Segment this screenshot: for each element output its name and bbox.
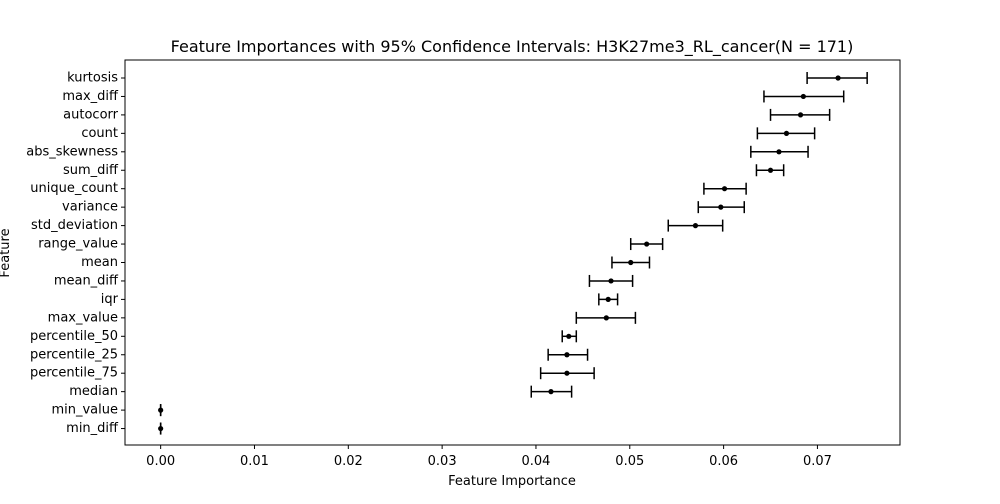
x-axis-label: Feature Importance <box>448 474 576 489</box>
point-marker <box>692 223 699 229</box>
x-tick-label: 0.04 <box>521 454 550 469</box>
point-marker <box>800 93 806 100</box>
error-bar-count <box>756 127 816 140</box>
y-tick-label: percentile_50 <box>30 329 118 344</box>
error-bar-std-deviation <box>667 219 724 232</box>
y-tick-label: variance <box>62 200 118 215</box>
point-marker <box>566 333 572 339</box>
error-bar-sum-diff <box>755 164 785 177</box>
error-bar-mean <box>611 256 651 269</box>
error-bar-min-diff <box>158 422 164 435</box>
plot-frame <box>124 59 901 446</box>
error-bar-max-value <box>575 311 637 324</box>
error-bar-mean-diff <box>588 274 634 287</box>
y-tick-label: median <box>69 384 118 399</box>
error-bar-min-value <box>158 404 164 417</box>
x-tick-label: 0.06 <box>709 454 738 469</box>
x-tick-label: 0.03 <box>428 454 457 469</box>
x-tick-label: 0.05 <box>615 454 644 469</box>
y-tick-label: kurtosis <box>67 71 118 86</box>
error-bar-series <box>158 72 868 435</box>
x-tick-label: 0.02 <box>334 454 363 469</box>
y-tick-label: count <box>81 126 118 141</box>
error-bar-kurtosis <box>806 72 868 84</box>
point-marker <box>548 389 554 395</box>
y-tick-label: min_diff <box>66 421 119 436</box>
error-bar-range-value <box>629 238 664 251</box>
y-tick-label: min_value <box>51 403 118 418</box>
point-marker <box>718 204 724 210</box>
point-marker <box>776 149 782 155</box>
y-tick-label: iqr <box>101 292 119 307</box>
y-tick-label: mean_diff <box>54 273 119 288</box>
error-bar-iqr <box>598 293 619 306</box>
y-axis-label: Feature <box>0 228 13 277</box>
y-tick-label: range_value <box>38 237 118 252</box>
point-marker <box>564 352 570 358</box>
point-marker <box>767 167 774 173</box>
y-tick-label: max_value <box>48 310 118 325</box>
error-bar-percentile-75 <box>539 367 595 380</box>
x-tick-label: 0.00 <box>146 454 175 469</box>
point-marker <box>158 407 164 413</box>
y-tick-label: sum_diff <box>63 163 119 178</box>
point-marker <box>644 241 650 247</box>
chart-title: Feature Importances with 95% Confidence … <box>171 37 854 57</box>
error-bar-abs-skewness <box>750 145 809 158</box>
error-bar-autocorr <box>769 108 831 121</box>
point-marker <box>608 278 614 284</box>
y-tick-label: abs_skewness <box>26 144 118 159</box>
point-marker <box>721 186 728 192</box>
point-marker <box>603 315 609 321</box>
y-tick-label: max_diff <box>62 89 119 104</box>
point-marker <box>783 130 790 136</box>
y-tick-label: std_deviation <box>31 218 118 233</box>
y-tick-label: mean <box>81 255 118 270</box>
point-marker <box>564 370 570 376</box>
y-tick-label: autocorr <box>63 107 118 122</box>
y-tick-label: percentile_75 <box>30 366 118 381</box>
point-marker <box>835 75 841 81</box>
point-marker <box>797 112 804 118</box>
point-marker <box>628 259 634 266</box>
y-tick-label: unique_count <box>30 181 118 196</box>
point-marker <box>158 425 164 432</box>
x-tick-label: 0.07 <box>803 454 832 469</box>
error-bar-unique-count <box>703 182 747 195</box>
error-bar-percentile-25 <box>547 348 589 361</box>
point-marker <box>605 296 611 302</box>
error-bar-variance <box>697 201 745 214</box>
y-axis: kurtosis max_diff autocorr count abs_skewnes… <box>26 71 125 436</box>
error-bar-percentile-50 <box>561 330 578 343</box>
error-bar-median <box>530 385 573 398</box>
error-bar-max-diff <box>763 90 845 103</box>
y-tick-label: percentile_25 <box>30 347 118 362</box>
x-tick-label: 0.01 <box>240 454 269 469</box>
x-axis: 0.00 0.01 0.02 0.03 0.04 0.05 0.06 0.07 <box>146 445 832 469</box>
